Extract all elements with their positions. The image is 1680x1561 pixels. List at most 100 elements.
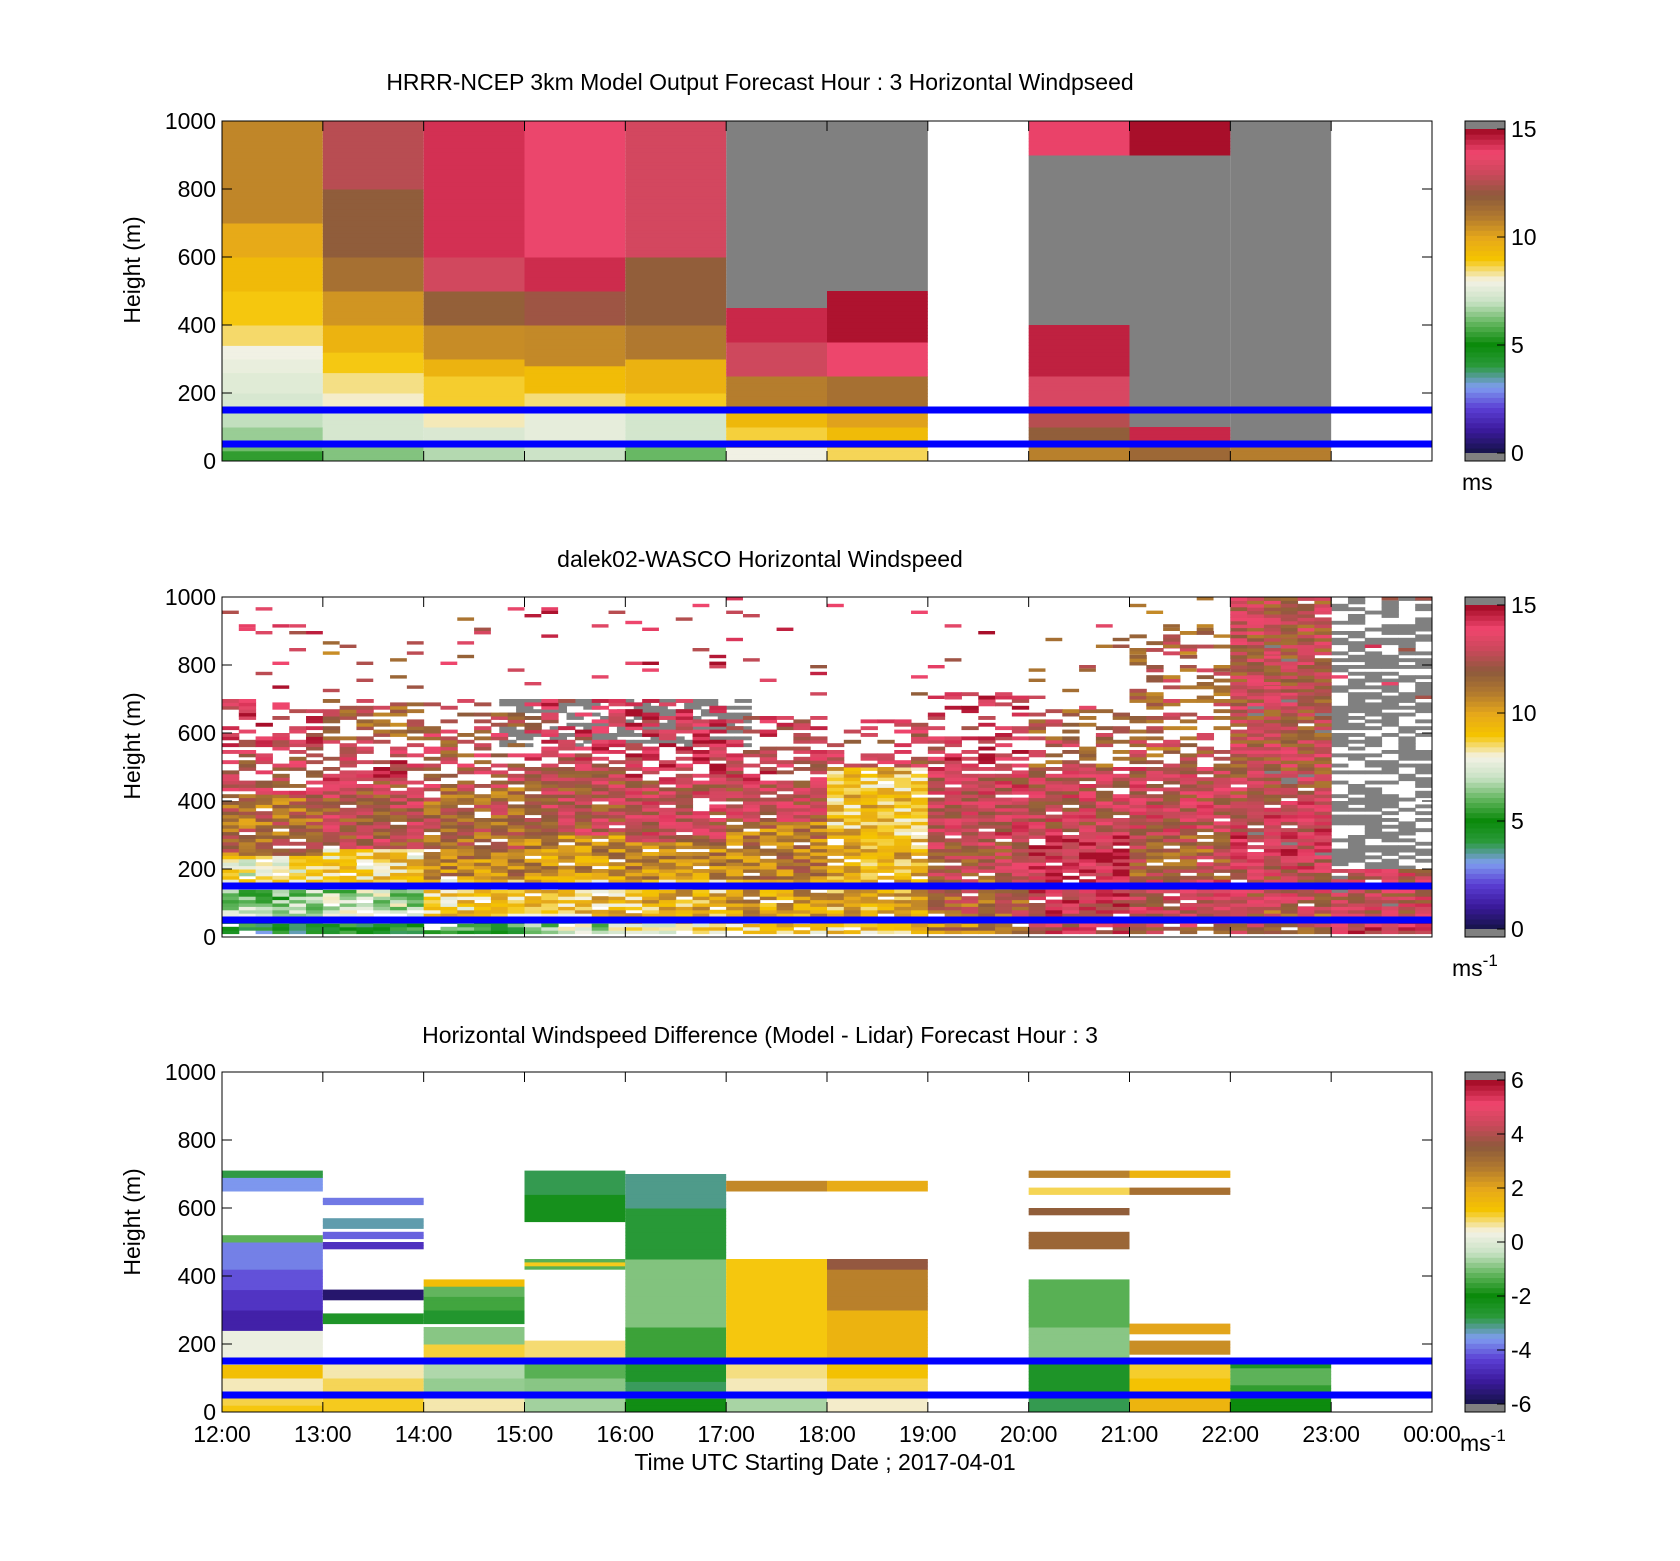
heatmap-cell: [322, 161, 424, 166]
heatmap-cell: [440, 845, 458, 850]
heatmap-cell: [1011, 736, 1030, 741]
heatmap-cell: [457, 824, 475, 829]
missing-data-cell: [1347, 634, 1366, 639]
heatmap-cell: [759, 831, 778, 836]
heatmap-cell: [490, 790, 509, 795]
heatmap-cell: [1146, 777, 1164, 782]
heatmap-cell: [524, 331, 626, 336]
heatmap-cell: [1213, 767, 1231, 771]
heatmap-cell: [642, 896, 660, 901]
missing-data-cell: [1398, 631, 1416, 635]
heatmap-cell: [541, 607, 559, 611]
heatmap-cell: [574, 773, 593, 778]
heatmap-cell: [289, 797, 307, 802]
heatmap-cell: [541, 858, 559, 863]
heatmap-cell: [490, 804, 509, 809]
heatmap-cell: [558, 753, 576, 758]
heatmap-cell: [490, 845, 509, 850]
heatmap-cell: [272, 702, 290, 707]
colorbar-swatch: [1465, 215, 1505, 221]
heatmap-cell: [1230, 930, 1248, 935]
heatmap-cell: [742, 777, 761, 782]
heatmap-cell: [222, 824, 240, 829]
heatmap-cell: [927, 848, 946, 853]
heatmap-cell: [222, 223, 323, 227]
heatmap-cell: [810, 875, 828, 880]
heatmap-cell: [642, 855, 660, 860]
missing-data-cell: [1364, 804, 1383, 809]
heatmap-cell: [1079, 838, 1097, 843]
heatmap-cell: [558, 845, 576, 850]
heatmap-cell: [306, 923, 324, 928]
heatmap-cell: [574, 852, 593, 856]
heatmap-cell: [406, 838, 425, 843]
heatmap-cell: [927, 801, 946, 805]
heatmap-cell: [222, 413, 323, 418]
heatmap-cell: [558, 801, 576, 805]
plot-area: [222, 597, 1433, 937]
heatmap-cell: [625, 226, 727, 231]
heatmap-cell: [339, 709, 357, 714]
heatmap-cell: [726, 454, 827, 459]
heatmap-cell: [608, 845, 626, 850]
heatmap-cell: [322, 416, 424, 421]
missing-data-cell: [616, 729, 635, 734]
heatmap-cell: [961, 818, 979, 822]
heatmap-cell: [961, 848, 979, 853]
heatmap-cell: [541, 787, 559, 792]
heatmap-cell: [1230, 787, 1248, 792]
heatmap-cell: [961, 797, 979, 802]
heatmap-cell: [558, 909, 576, 914]
heatmap-cell: [507, 780, 525, 785]
heatmap-cell: [574, 729, 593, 734]
missing-data-cell: [1347, 607, 1366, 612]
missing-data-cell: [1364, 790, 1383, 795]
heatmap-cell: [1045, 869, 1063, 873]
heatmap-cell: [524, 702, 542, 707]
heatmap-cell: [978, 821, 996, 826]
heatmap-cell: [423, 331, 525, 336]
heatmap-cell: [1146, 926, 1164, 931]
heatmap-cell: [625, 141, 727, 146]
heatmap-cell: [238, 709, 257, 714]
heatmap-cell: [339, 716, 357, 720]
heatmap-cell: [608, 889, 626, 894]
missing-data-cell: [734, 712, 752, 717]
missing-data-cell: [1398, 637, 1416, 642]
heatmap-cell: [524, 321, 626, 326]
heatmap-cell: [1028, 787, 1046, 792]
missing-data-cell: [1415, 688, 1433, 693]
heatmap-cell: [1196, 746, 1215, 751]
heatmap-cell: [995, 733, 1013, 737]
missing-data-cell: [1314, 729, 1332, 734]
heatmap-cell: [1062, 862, 1080, 867]
heatmap-cell: [759, 879, 778, 884]
heatmap-cell: [927, 760, 946, 765]
heatmap-cell: [222, 131, 323, 136]
heatmap-cell: [692, 896, 710, 901]
heatmap-cell: [390, 828, 408, 833]
heatmap-cell: [524, 899, 542, 904]
heatmap-cell: [927, 831, 946, 836]
heatmap-cell: [222, 267, 323, 272]
heatmap-cell: [726, 913, 744, 918]
heatmap-cell: [608, 926, 626, 931]
missing-data-cell: [1381, 794, 1399, 799]
heatmap-cell: [1163, 801, 1181, 805]
heatmap-cell: [810, 760, 828, 765]
heatmap-cell: [541, 862, 559, 867]
heatmap-cell: [1179, 858, 1198, 863]
heatmap-cell: [490, 862, 509, 867]
heatmap-cell: [827, 777, 845, 782]
heatmap-cell: [742, 865, 761, 870]
colorbar-swatch: [1465, 321, 1505, 328]
heatmap-cell: [306, 852, 324, 856]
heatmap-cell: [423, 457, 525, 462]
heatmap-cell: [995, 889, 1013, 894]
heatmap-cell: [877, 814, 895, 819]
heatmap-cell: [742, 750, 761, 754]
heatmap-cell: [255, 814, 273, 819]
heatmap-cell: [1129, 729, 1147, 734]
heatmap-cell: [961, 821, 979, 826]
heatmap-cell: [827, 355, 928, 360]
